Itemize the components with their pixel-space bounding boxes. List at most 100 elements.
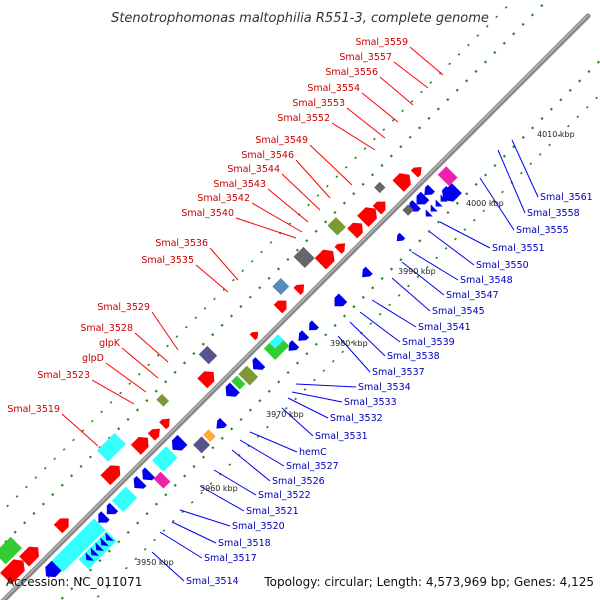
- tick-mark: [109, 401, 113, 404]
- tick-mark: [134, 557, 138, 561]
- tick-mark: [313, 378, 316, 382]
- tick-mark: [576, 115, 580, 119]
- gene-label: Smal_3559: [355, 37, 408, 48]
- tick-mark: [333, 210, 337, 215]
- gene-label: Smal_3520: [232, 521, 285, 532]
- reverse-gene: [90, 547, 100, 556]
- gene-label: Smal_3546: [241, 150, 294, 161]
- gene-label: hemC: [299, 447, 327, 458]
- gene-label: Smal_3531: [315, 431, 368, 442]
- tick-mark: [106, 585, 109, 589]
- genome-backbone: [0, 13, 591, 600]
- tick-mark: [275, 416, 279, 420]
- reverse-gene: [98, 511, 110, 523]
- tick-mark: [436, 220, 441, 224]
- tick-mark: [388, 303, 392, 307]
- tick-mark: [448, 62, 451, 66]
- tick-mark: [530, 13, 535, 17]
- forward-gene: [293, 284, 305, 295]
- forward-feature: [327, 217, 346, 236]
- tick-mark: [465, 192, 469, 196]
- tick-mark: [213, 297, 216, 301]
- tick-mark: [145, 399, 149, 403]
- tick-mark: [476, 34, 480, 37]
- tick-mark: [341, 350, 345, 354]
- reverse-gene: [309, 320, 319, 331]
- tick-mark: [128, 382, 132, 385]
- label-leader: [411, 251, 459, 281]
- tick-mark: [323, 220, 328, 224]
- tick-mark: [303, 388, 307, 391]
- forward-gene: [130, 437, 149, 455]
- label-leader: [295, 383, 357, 388]
- forward-gene: [19, 546, 39, 567]
- tick-mark: [578, 79, 582, 83]
- label-leader: [393, 61, 429, 89]
- reverse-gene: [396, 232, 406, 242]
- tick-mark: [322, 369, 326, 373]
- tick-mark: [495, 15, 499, 19]
- reverse-gene: [171, 434, 188, 451]
- tick-mark: [444, 247, 448, 250]
- tick-mark: [502, 154, 506, 158]
- gene-label: Smal_3539: [402, 337, 455, 348]
- label-leader: [346, 107, 386, 139]
- tick-mark: [454, 237, 457, 241]
- forward-feature: [293, 246, 315, 269]
- tick-mark: [335, 175, 339, 179]
- gene-labels: Smal_3559 Smal_3557 Smal_3556 Smal_3554 Smal…: [7, 37, 592, 587]
- tick-mark: [425, 265, 429, 269]
- tick-mark: [314, 229, 318, 233]
- reverse-gene: [288, 340, 300, 351]
- reverse-gene: [446, 183, 462, 199]
- tick-mark: [51, 493, 55, 497]
- tick-mark: [164, 380, 168, 384]
- tick-mark: [352, 305, 356, 309]
- tick-mark: [521, 22, 525, 26]
- gene-label: Smal_3541: [418, 322, 471, 333]
- reverse-gene: [416, 191, 430, 205]
- label-leader: [429, 231, 475, 266]
- tick-mark: [342, 314, 347, 318]
- label-leader: [235, 217, 297, 239]
- position-label: 3970 kbp: [266, 410, 304, 419]
- gene-label: Smal_3535: [141, 255, 194, 266]
- gene-label: Smal_3526: [272, 476, 325, 487]
- tick-mark: [585, 105, 589, 109]
- gene-label: Smal_3518: [218, 538, 271, 549]
- reverse-gene: [142, 467, 155, 481]
- reverse-gene: [425, 209, 433, 217]
- label-leader: [121, 347, 159, 379]
- reverse-feature: [203, 429, 216, 443]
- label-leader: [213, 469, 257, 496]
- gene-label: Smal_3551: [492, 243, 545, 254]
- tick-mark: [13, 530, 17, 534]
- forward-gene: [410, 166, 422, 178]
- label-leader: [281, 173, 321, 211]
- tick-mark: [211, 333, 215, 337]
- tick-mark: [435, 256, 439, 260]
- gene-label: Smal_3519: [7, 404, 60, 415]
- tick-mark: [154, 502, 158, 506]
- tick-mark: [354, 156, 357, 160]
- gene-label: Smal_3514: [186, 576, 239, 587]
- forward-gene: [53, 518, 69, 534]
- forward-feature: [198, 345, 218, 365]
- label-leader: [179, 509, 231, 527]
- tick-mark: [407, 284, 410, 288]
- tick-mark: [401, 109, 404, 113]
- tick-mark: [333, 323, 337, 328]
- reverse-gene: [298, 330, 310, 341]
- tick-mark: [286, 370, 290, 375]
- tick-mark: [389, 267, 394, 271]
- tick-mark: [230, 427, 234, 431]
- tick-mark: [457, 53, 461, 56]
- reverse-gene: [100, 537, 109, 546]
- reverse-gene: [216, 417, 228, 429]
- reverse-gene: [430, 204, 438, 212]
- tick-mark: [324, 333, 328, 337]
- label-leader: [439, 221, 491, 249]
- tick-mark: [184, 325, 188, 329]
- gene-label: Smal_3542: [197, 193, 250, 204]
